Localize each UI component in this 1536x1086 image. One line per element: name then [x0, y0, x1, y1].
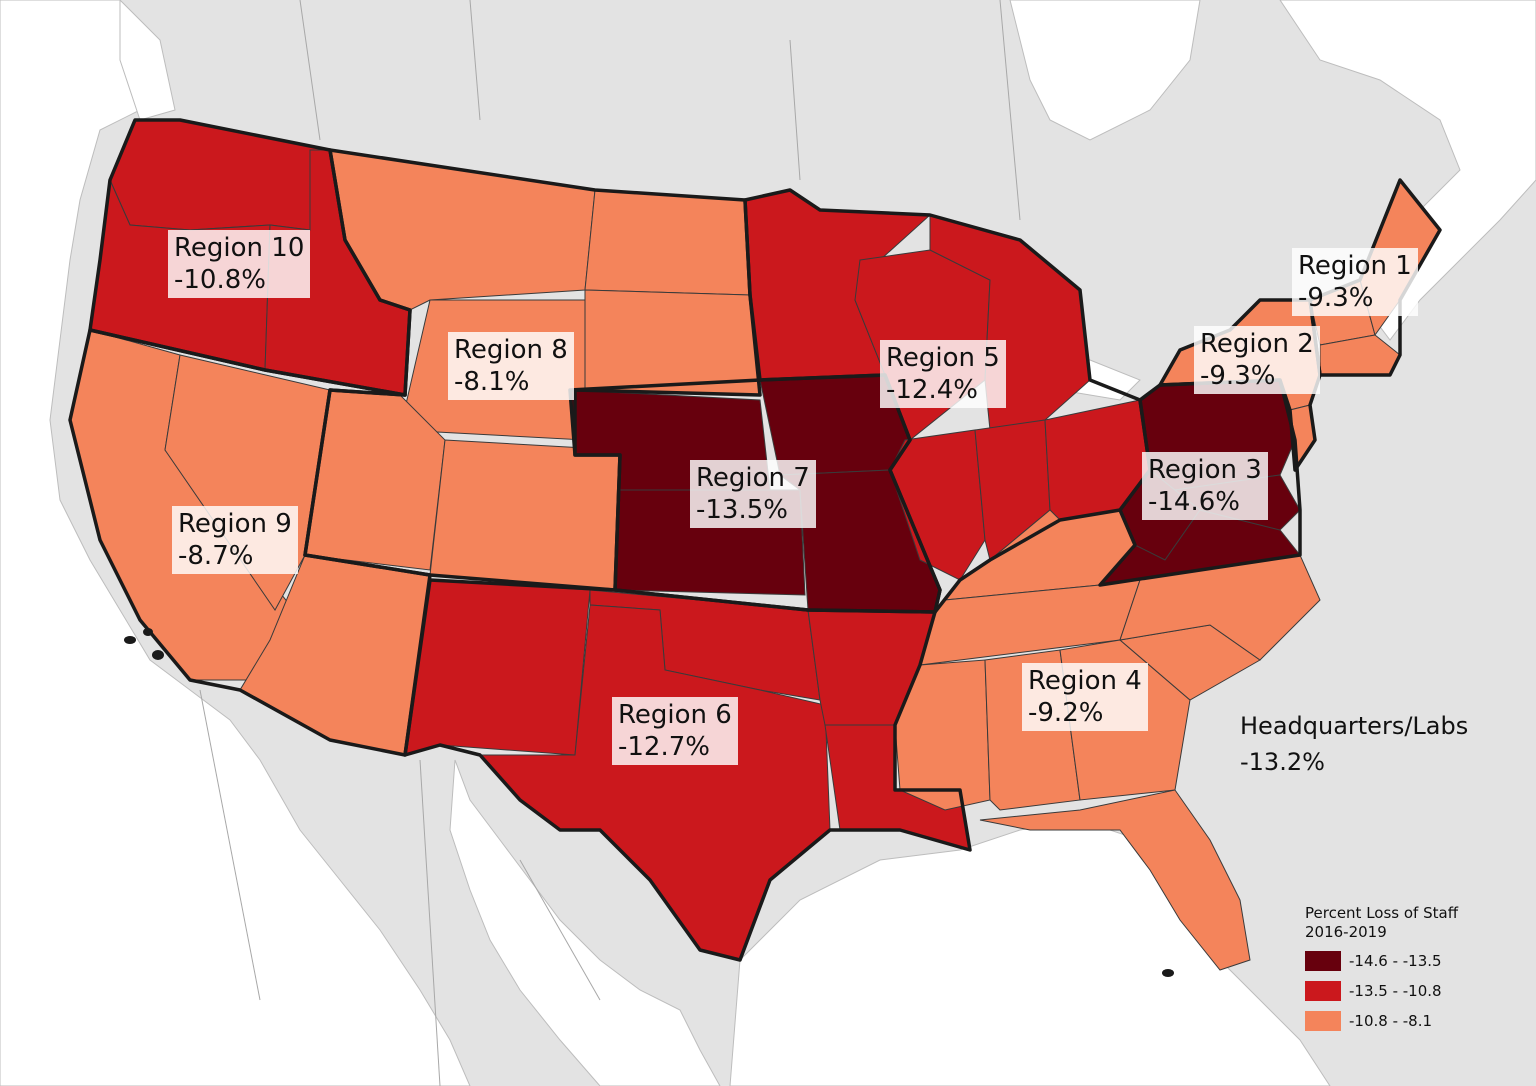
legend-item-label: -10.8 - -8.1 — [1349, 1012, 1433, 1030]
region-2-value: -9.3% — [1200, 361, 1276, 391]
region-5-value: -12.4% — [886, 375, 978, 405]
state-north-dakota — [584, 189, 751, 296]
region-3-name: Region 3 — [1148, 455, 1262, 485]
region-10-name: Region 10 — [174, 233, 305, 263]
state-north-carolina — [1099, 554, 1321, 661]
region-5-name: Region 5 — [886, 343, 1000, 373]
legend-swatch-medium — [1305, 981, 1341, 1001]
region-6-value: -12.7% — [618, 732, 710, 762]
state-florida — [979, 789, 1251, 971]
region-label-10: Region 10 -10.8% — [168, 230, 311, 298]
state-south-dakota — [584, 289, 761, 396]
legend-swatch-dark — [1305, 951, 1341, 971]
legend-swatch-light — [1305, 1011, 1341, 1031]
background-boundaries — [199, 0, 1021, 1086]
region-9-value: -8.7% — [178, 541, 254, 571]
region-label-6: Region 6 -12.7% — [612, 697, 738, 765]
region-4-name: Region 4 — [1028, 666, 1142, 696]
region-1-name: Region 1 — [1298, 251, 1412, 281]
region-3-value: -14.6% — [1148, 487, 1240, 517]
region-2-name: Region 2 — [1200, 329, 1314, 359]
region-8-value: -8.1% — [454, 367, 530, 397]
region-7-name: Region 7 — [696, 463, 810, 493]
islands — [124, 628, 1174, 977]
region-label-1: Region 1 -9.3% — [1292, 248, 1418, 316]
region-4-value: -9.2% — [1028, 698, 1104, 728]
headquarters-value: -13.2% — [1240, 748, 1325, 776]
region-10-value: -10.8% — [174, 265, 266, 295]
legend-subtitle: 2016-2019 — [1305, 923, 1387, 941]
state-new-mexico — [404, 579, 591, 756]
region-label-7: Region 7 -13.5% — [690, 460, 816, 528]
region-9-name: Region 9 — [178, 509, 292, 539]
region-label-4: Region 4 -9.2% — [1022, 663, 1148, 731]
region-8-name: Region 8 — [454, 335, 568, 365]
region-label-8: Region 8 -8.1% — [448, 332, 574, 400]
region-1-value: -9.3% — [1298, 283, 1374, 313]
region-label-9: Region 9 -8.7% — [172, 506, 298, 574]
legend-item: -14.6 - -13.5 — [1305, 950, 1458, 972]
headquarters-name: Headquarters/Labs — [1240, 712, 1469, 740]
headquarters-label: Headquarters/Labs -13.2% — [1240, 708, 1468, 780]
region-label-3: Region 3 -14.6% — [1142, 452, 1268, 520]
region-6-name: Region 6 — [618, 700, 732, 730]
legend-item: -13.5 - -10.8 — [1305, 980, 1458, 1002]
legend-item: -10.8 - -8.1 — [1305, 1010, 1458, 1032]
legend-item-label: -14.6 - -13.5 — [1349, 952, 1442, 970]
state-colorado — [429, 439, 621, 591]
legend-item-label: -13.5 - -10.8 — [1349, 982, 1442, 1000]
region-label-5: Region 5 -12.4% — [880, 340, 1006, 408]
legend: Percent Loss of Staff 2016-2019 -14.6 - … — [1305, 904, 1458, 1032]
region-7-value: -13.5% — [696, 495, 788, 525]
region-label-2: Region 2 -9.3% — [1194, 326, 1320, 394]
legend-title: Percent Loss of Staff — [1305, 904, 1459, 922]
